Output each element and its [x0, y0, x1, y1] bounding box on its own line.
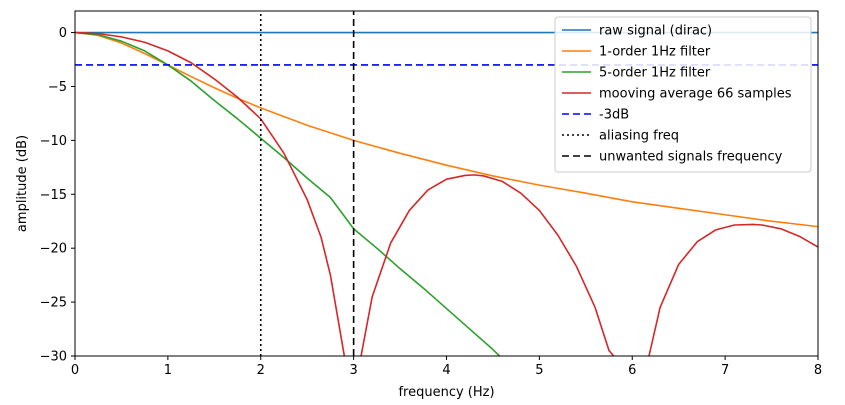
y-tick-label: −30	[40, 350, 67, 365]
x-tick-label: 0	[71, 363, 79, 378]
x-tick-label: 6	[628, 363, 636, 378]
y-tick-label: −25	[40, 296, 67, 311]
series-line-3-seg-2	[648, 223, 818, 356]
series-line-2	[75, 31, 501, 356]
legend-entry-1: 1-order 1Hz filter	[599, 45, 711, 60]
y-tick-label: −20	[40, 242, 67, 257]
x-axis: 0 1 2 3 4 5 6 7 8	[71, 356, 822, 378]
y-tick-label: −5	[48, 80, 67, 95]
legend-entry-0: raw signal (dirac)	[599, 24, 712, 39]
legend-entry-5: aliasing freq	[599, 129, 679, 144]
legend-entry-2: 5-order 1Hz filter	[599, 66, 711, 81]
x-tick-label: 5	[535, 363, 543, 378]
x-tick-label: 8	[814, 363, 822, 378]
x-tick-label: 7	[721, 363, 729, 378]
series-line-3-seg-1	[360, 174, 615, 356]
y-tick-label: 0	[59, 26, 67, 41]
legend-entry-6: unwanted signals frequency	[599, 150, 783, 165]
y-axis: 0 −5 −10 −15 −20 −25 −30	[40, 26, 75, 365]
legend: raw signal (dirac) 1-order 1Hz filter 5-or…	[554, 16, 812, 173]
x-tick-label: 4	[442, 363, 450, 378]
x-tick-label: 3	[349, 363, 357, 378]
x-tick-label: 2	[257, 363, 265, 378]
legend-box	[554, 16, 812, 173]
legend-entry-3: mooving average 66 samples	[599, 87, 792, 102]
legend-entry-4: -3dB	[599, 108, 629, 123]
series-layer	[75, 11, 818, 356]
x-axis-label: frequency (Hz)	[398, 385, 494, 400]
series-line-3-seg-0	[75, 31, 346, 356]
y-tick-label: −15	[40, 188, 67, 203]
y-axis-label: amplitude (dB)	[15, 135, 30, 232]
y-tick-label: −10	[40, 134, 67, 149]
x-tick-label: 1	[164, 363, 172, 378]
